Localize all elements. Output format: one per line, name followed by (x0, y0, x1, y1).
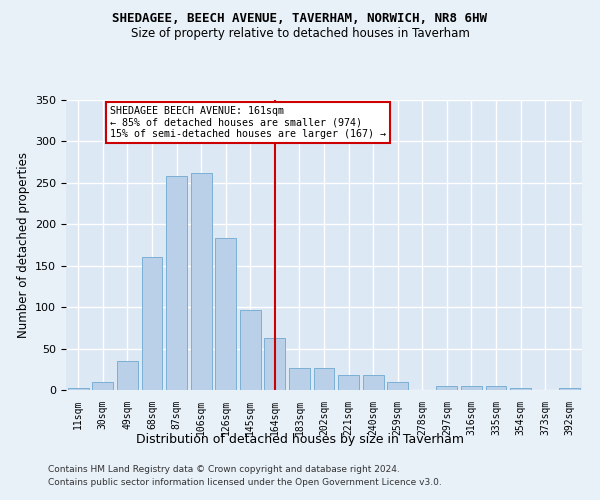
Bar (92, 382, 113, 390)
Bar (191, 173, 212, 390)
Bar (436, 386, 457, 390)
Bar (387, 382, 408, 390)
Bar (461, 386, 482, 390)
Bar (265, 338, 286, 390)
Bar (510, 388, 531, 390)
Text: Contains HM Land Registry data © Crown copyright and database right 2024.: Contains HM Land Registry data © Crown c… (48, 466, 400, 474)
Bar (559, 388, 580, 390)
Bar (314, 368, 334, 390)
Bar (68, 388, 89, 390)
Bar (338, 375, 359, 390)
Text: SHEDAGEE, BEECH AVENUE, TAVERHAM, NORWICH, NR8 6HW: SHEDAGEE, BEECH AVENUE, TAVERHAM, NORWIC… (113, 12, 487, 26)
Bar (240, 310, 261, 390)
Bar (215, 238, 236, 390)
Text: Size of property relative to detached houses in Taverham: Size of property relative to detached ho… (131, 28, 469, 40)
Bar (485, 386, 506, 390)
Bar (362, 375, 383, 390)
Bar (142, 258, 163, 390)
Bar (117, 361, 138, 390)
Text: SHEDAGEE BEECH AVENUE: 161sqm
← 85% of detached houses are smaller (974)
15% of : SHEDAGEE BEECH AVENUE: 161sqm ← 85% of d… (110, 106, 386, 139)
Y-axis label: Number of detached properties: Number of detached properties (17, 152, 29, 338)
Text: Contains public sector information licensed under the Open Government Licence v3: Contains public sector information licen… (48, 478, 442, 487)
Bar (166, 176, 187, 390)
Text: Distribution of detached houses by size in Taverham: Distribution of detached houses by size … (136, 432, 464, 446)
Bar (289, 368, 310, 390)
